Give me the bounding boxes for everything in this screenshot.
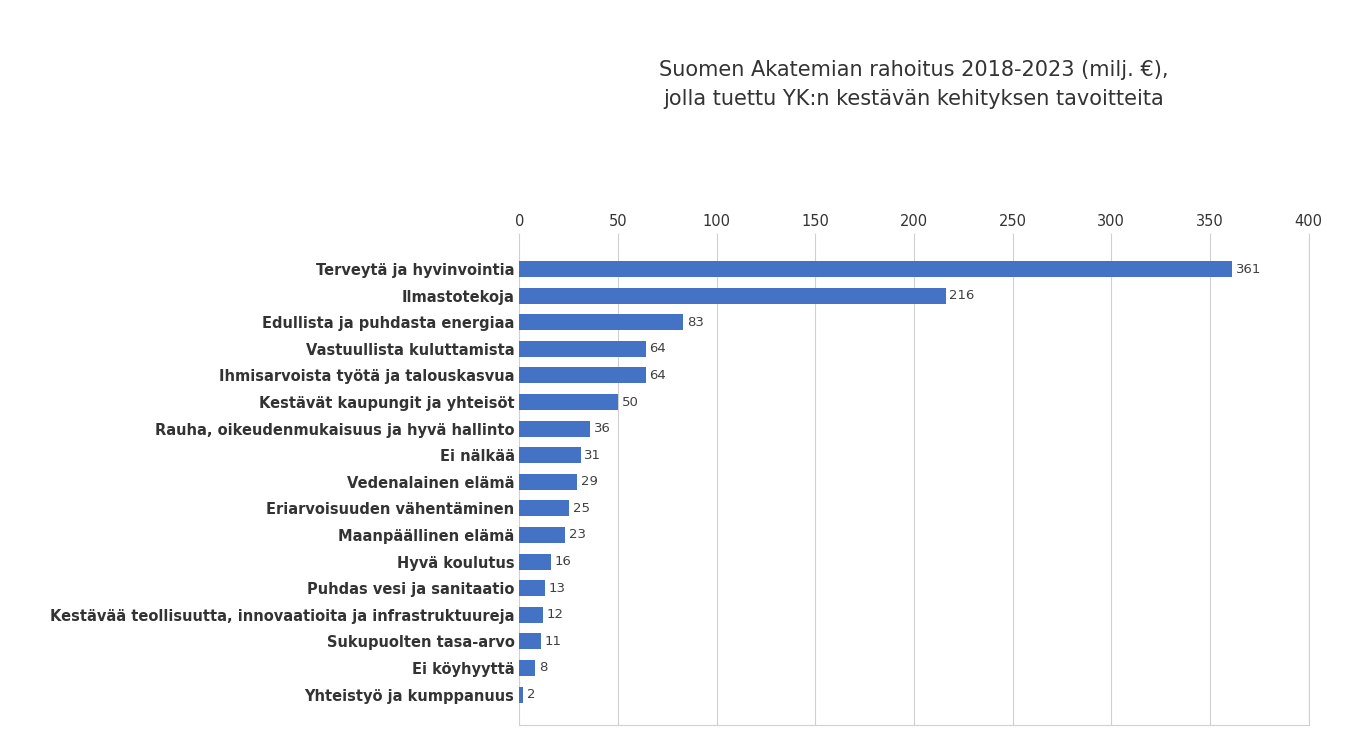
Bar bbox=[519, 261, 1232, 277]
Bar bbox=[519, 580, 545, 596]
Text: 13: 13 bbox=[549, 582, 567, 595]
Bar bbox=[519, 394, 618, 410]
Bar bbox=[519, 314, 683, 330]
Bar bbox=[519, 607, 544, 623]
Bar bbox=[519, 447, 580, 463]
Bar bbox=[519, 421, 591, 436]
Text: 50: 50 bbox=[622, 396, 639, 409]
Text: 11: 11 bbox=[545, 635, 563, 648]
Text: 64: 64 bbox=[650, 369, 666, 382]
Text: 8: 8 bbox=[540, 661, 548, 675]
Text: 83: 83 bbox=[687, 316, 704, 329]
Bar bbox=[519, 288, 946, 304]
Text: 29: 29 bbox=[580, 475, 598, 489]
Text: 216: 216 bbox=[950, 289, 975, 303]
Text: 64: 64 bbox=[650, 342, 666, 356]
Bar bbox=[519, 554, 550, 569]
Text: 25: 25 bbox=[572, 502, 590, 515]
Text: 12: 12 bbox=[546, 608, 564, 622]
Text: 2: 2 bbox=[527, 688, 536, 701]
Text: 31: 31 bbox=[584, 449, 602, 462]
Text: 23: 23 bbox=[569, 528, 585, 542]
Bar bbox=[519, 633, 541, 649]
Bar bbox=[519, 500, 569, 516]
Bar bbox=[519, 660, 536, 676]
Text: 36: 36 bbox=[595, 422, 611, 436]
Bar bbox=[519, 686, 523, 702]
Text: 16: 16 bbox=[554, 555, 572, 568]
Text: Suomen Akatemian rahoitus 2018-2023 (milj. €),
jolla tuettu YK:n kestävän kehity: Suomen Akatemian rahoitus 2018-2023 (mil… bbox=[660, 60, 1168, 109]
Bar bbox=[519, 368, 646, 383]
Text: 361: 361 bbox=[1236, 263, 1261, 276]
Bar bbox=[519, 341, 646, 357]
Bar bbox=[519, 527, 565, 543]
Bar bbox=[519, 474, 576, 490]
